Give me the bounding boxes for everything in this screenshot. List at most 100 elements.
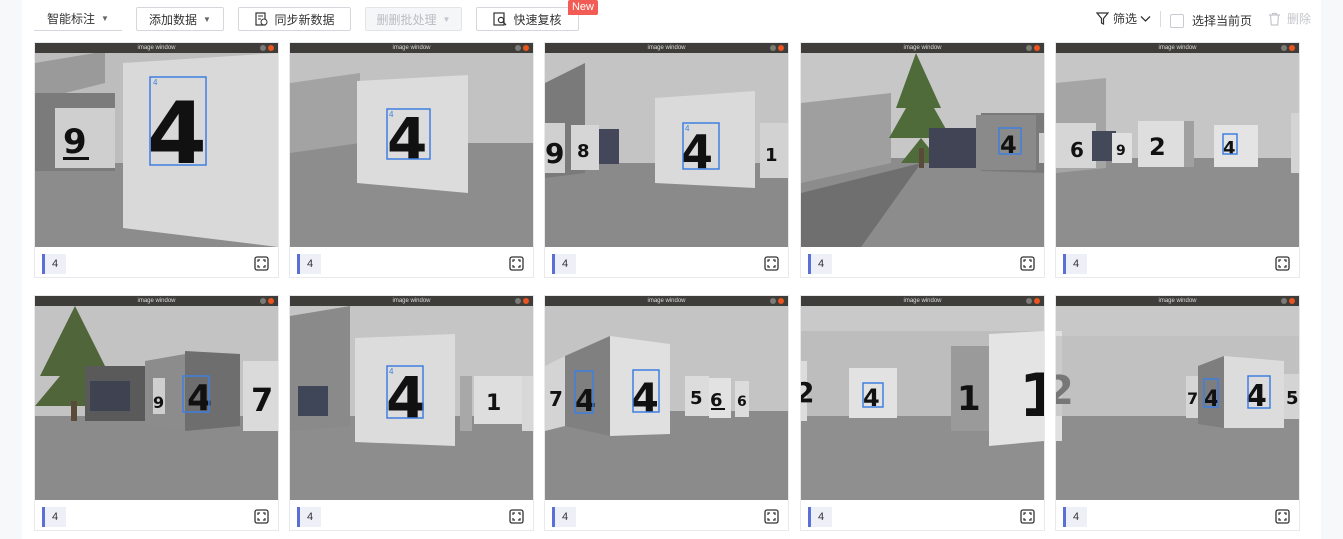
label-tag[interactable]: 4 — [297, 507, 321, 527]
svg-text:5: 5 — [1286, 388, 1299, 409]
image-card[interactable]: image window 7 4 4 5 6 6 4 — [544, 295, 789, 531]
image-thumbnail[interactable]: image window 7 4 4 5 6 6 — [545, 296, 788, 500]
scene-image: 9 8 4 4 1 — [545, 53, 788, 247]
label-tag[interactable]: 4 — [808, 254, 832, 274]
image-thumbnail[interactable]: image window 4 4 1 — [290, 296, 533, 500]
svg-text:2: 2 — [1149, 133, 1166, 161]
review-search-icon — [493, 12, 507, 26]
delete-button[interactable]: 删除 — [1268, 10, 1311, 27]
window-titlebar: image window — [545, 296, 788, 306]
svg-text:5: 5 — [690, 388, 703, 409]
svg-text:4: 4 — [389, 110, 394, 119]
image-card[interactable]: image window 2 7 4 4 5 4 — [1055, 295, 1300, 531]
scene-image: 2 7 4 4 5 — [1056, 306, 1299, 500]
expand-icon[interactable] — [764, 256, 779, 271]
window-titlebar: image window — [801, 296, 1044, 306]
label-tag[interactable]: 4 — [42, 254, 66, 274]
expand-icon[interactable] — [1020, 256, 1035, 271]
svg-text:9: 9 — [545, 137, 564, 170]
sync-data-text: 同步新数据 — [274, 11, 334, 28]
sync-data-button[interactable]: 同步新数据 — [238, 7, 351, 31]
select-current-page[interactable]: 选择当前页 — [1170, 12, 1252, 29]
expand-icon[interactable] — [254, 256, 269, 271]
svg-text:6: 6 — [710, 390, 723, 411]
svg-text:1: 1 — [486, 391, 501, 416]
expand-icon[interactable] — [764, 509, 779, 524]
smart-label-text: 智能标注 — [47, 10, 95, 27]
label-tag[interactable]: 4 — [1063, 507, 1087, 527]
chevron-down-icon: ▼ — [101, 14, 109, 23]
dedup-batch-dropdown[interactable]: 删删批处理 ▼ — [365, 7, 462, 31]
image-card[interactable]: image window 9 8 4 4 1 4 — [544, 42, 789, 278]
svg-text:4: 4 — [389, 367, 394, 376]
expand-icon[interactable] — [509, 509, 524, 524]
image-card[interactable]: image window 2 4 1 1 4 — [800, 295, 1045, 531]
svg-text:4: 4 — [1000, 131, 1017, 159]
scene-image: 4 4 1 — [290, 306, 533, 500]
svg-text:9: 9 — [63, 122, 87, 162]
svg-text:1: 1 — [765, 145, 778, 166]
add-data-dropdown[interactable]: 添加数据 ▼ — [136, 7, 224, 31]
scene-image: 4 — [801, 53, 1044, 247]
window-titlebar: image window — [290, 296, 533, 306]
dedup-batch-text: 删删批处理 — [377, 11, 437, 28]
image-card[interactable]: image window 4 4 — [800, 42, 1045, 278]
image-thumbnail[interactable]: image window 2 7 4 4 5 — [1056, 296, 1299, 500]
smart-label-dropdown[interactable]: 智能标注 ▼ — [34, 7, 122, 31]
svg-text:4: 4 — [153, 78, 158, 87]
image-thumbnail[interactable]: image window 2 4 1 1 — [801, 296, 1044, 500]
expand-icon[interactable] — [1275, 256, 1290, 271]
svg-text:7: 7 — [1187, 389, 1198, 408]
filter-button[interactable]: 筛选 — [1096, 10, 1151, 27]
svg-text:9: 9 — [153, 393, 164, 412]
sync-document-icon — [254, 12, 268, 26]
new-badge: New — [568, 0, 598, 15]
window-titlebar: image window — [545, 43, 788, 53]
expand-icon[interactable] — [254, 509, 269, 524]
scene-image: 9 4 7 — [35, 306, 278, 500]
image-card[interactable]: image window 9 4 4 4 — [34, 42, 279, 278]
select-page-checkbox[interactable] — [1170, 14, 1184, 28]
label-tag[interactable]: 4 — [552, 507, 576, 527]
svg-text:4: 4 — [685, 124, 690, 133]
image-thumbnail[interactable]: image window 9 4 7 — [35, 296, 278, 500]
svg-text:6: 6 — [737, 394, 747, 410]
svg-text:2: 2 — [801, 376, 814, 409]
filter-text: 筛选 — [1113, 10, 1137, 27]
expand-icon[interactable] — [509, 256, 524, 271]
label-tag[interactable]: 4 — [42, 507, 66, 527]
svg-text:4: 4 — [631, 376, 659, 422]
label-tag[interactable]: 4 — [1063, 254, 1087, 274]
toolbar: 智能标注 ▼ 添加数据 ▼ 同步新数据 删删批处理 ▼ 快速复核 New 筛选 — [0, 0, 1321, 38]
expand-icon[interactable] — [1020, 509, 1035, 524]
label-tag[interactable]: 4 — [808, 507, 832, 527]
image-thumbnail[interactable]: image window 9 8 4 4 1 — [545, 43, 788, 247]
expand-icon[interactable] — [1275, 509, 1290, 524]
filter-icon — [1096, 12, 1109, 25]
window-titlebar: image window — [35, 296, 278, 306]
svg-text:1: 1 — [1019, 361, 1044, 431]
add-data-text: 添加数据 — [149, 11, 197, 28]
scene-image: 2 4 1 1 — [801, 306, 1044, 500]
label-tag[interactable]: 4 — [552, 254, 576, 274]
scene-image: 6 9 2 4 — [1056, 53, 1299, 247]
image-thumbnail[interactable]: image window 6 9 2 4 — [1056, 43, 1299, 247]
trash-icon — [1268, 12, 1281, 26]
image-thumbnail[interactable]: image window 9 4 4 — [35, 43, 278, 247]
image-thumbnail[interactable]: image window 4 — [801, 43, 1044, 247]
svg-text:6: 6 — [1070, 138, 1084, 162]
chevron-down-icon: ▼ — [203, 15, 211, 24]
label-tag[interactable]: 4 — [297, 254, 321, 274]
image-card[interactable]: image window 4 4 4 — [289, 42, 534, 278]
window-titlebar: image window — [290, 43, 533, 53]
scene-image: 7 4 4 5 6 6 — [545, 306, 788, 500]
scene-image: 9 4 4 — [35, 53, 278, 247]
window-titlebar: image window — [35, 43, 278, 53]
svg-text:4: 4 — [1204, 387, 1219, 412]
delete-text: 删除 — [1287, 10, 1311, 27]
quick-review-button[interactable]: 快速复核 — [476, 7, 579, 31]
image-card[interactable]: image window 4 4 1 4 — [289, 295, 534, 531]
image-thumbnail[interactable]: image window 4 4 — [290, 43, 533, 247]
image-card[interactable]: image window 9 4 7 4 — [34, 295, 279, 531]
image-card[interactable]: image window 6 9 2 4 4 — [1055, 42, 1300, 278]
